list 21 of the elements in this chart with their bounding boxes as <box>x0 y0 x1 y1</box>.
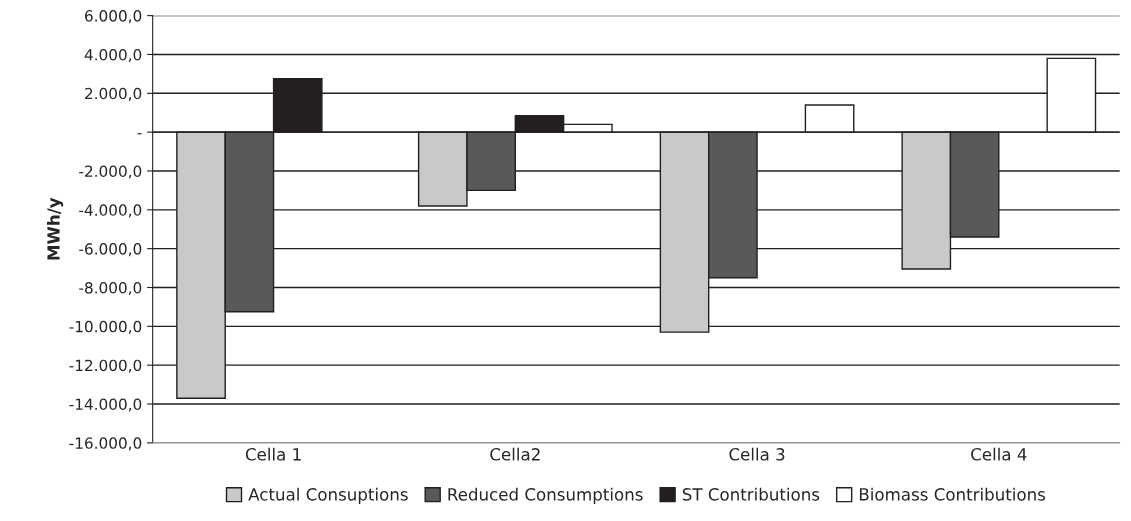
y-tick-label: -8.000,0 <box>79 281 142 296</box>
y-tick-label: -14.000,0 <box>69 398 142 412</box>
y-tick-label: 2.000,0 <box>85 87 142 101</box>
legend-label: Reduced Consumptions <box>448 487 643 504</box>
x-tick-label: Cella 4 <box>971 447 1027 461</box>
y-axis-title: MWh/y <box>46 197 64 260</box>
y-tick-label: -4.000,0 <box>79 204 142 218</box>
y-tick-label: -6.000,0 <box>79 243 142 257</box>
y-tick-label: 4.000,0 <box>84 48 142 63</box>
y-tick-label: -16.000,0 <box>69 437 142 451</box>
legend-label: ST Contributions <box>682 487 820 501</box>
y-tick-label: -2.000,0 <box>79 165 142 179</box>
y-tick-label: -12.000,0 <box>69 359 142 373</box>
x-tick-label: Cella2 <box>490 447 540 461</box>
y-tick-label: -10.000,0 <box>69 320 142 334</box>
legend-label: Biomass Contributions <box>859 487 1046 501</box>
y-tick-label: - <box>137 133 142 135</box>
x-tick-label: Cella 1 <box>245 447 301 461</box>
y-tick-label: 6.000,0 <box>85 10 142 24</box>
x-tick-label: Cella 3 <box>729 447 785 461</box>
legend-label: Actual Consuptions <box>248 487 408 504</box>
